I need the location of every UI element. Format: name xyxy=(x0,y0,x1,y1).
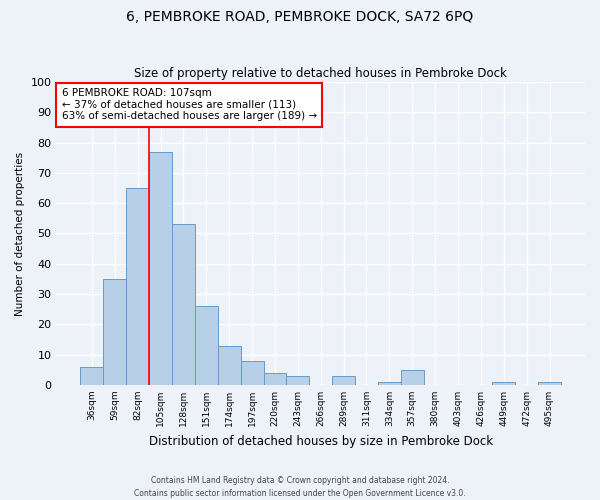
Bar xyxy=(286,376,309,385)
Text: Contains HM Land Registry data © Crown copyright and database right 2024.
Contai: Contains HM Land Registry data © Crown c… xyxy=(134,476,466,498)
Bar xyxy=(241,360,263,385)
Bar xyxy=(149,152,172,385)
Bar xyxy=(263,373,286,385)
Bar xyxy=(80,367,103,385)
Bar xyxy=(218,346,241,385)
Bar xyxy=(493,382,515,385)
X-axis label: Distribution of detached houses by size in Pembroke Dock: Distribution of detached houses by size … xyxy=(149,434,493,448)
Bar xyxy=(103,279,126,385)
Text: 6, PEMBROKE ROAD, PEMBROKE DOCK, SA72 6PQ: 6, PEMBROKE ROAD, PEMBROKE DOCK, SA72 6P… xyxy=(127,10,473,24)
Y-axis label: Number of detached properties: Number of detached properties xyxy=(15,152,25,316)
Bar xyxy=(401,370,424,385)
Title: Size of property relative to detached houses in Pembroke Dock: Size of property relative to detached ho… xyxy=(134,66,507,80)
Bar xyxy=(126,188,149,385)
Bar xyxy=(378,382,401,385)
Bar xyxy=(538,382,561,385)
Bar xyxy=(195,306,218,385)
Text: 6 PEMBROKE ROAD: 107sqm
← 37% of detached houses are smaller (113)
63% of semi-d: 6 PEMBROKE ROAD: 107sqm ← 37% of detache… xyxy=(62,88,317,122)
Bar xyxy=(332,376,355,385)
Bar xyxy=(172,224,195,385)
